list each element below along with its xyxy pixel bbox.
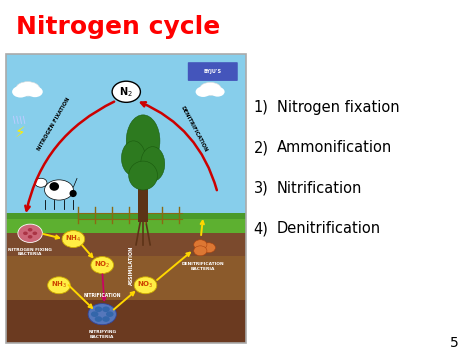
Text: Nitrogen fixation: Nitrogen fixation xyxy=(277,99,400,115)
Circle shape xyxy=(88,304,117,325)
Ellipse shape xyxy=(210,87,225,97)
Text: 5: 5 xyxy=(450,336,458,350)
Circle shape xyxy=(134,277,157,294)
Ellipse shape xyxy=(45,180,73,200)
Ellipse shape xyxy=(126,115,160,167)
Bar xyxy=(6,54,246,343)
FancyArrowPatch shape xyxy=(25,102,114,211)
Circle shape xyxy=(194,246,207,256)
Text: DENITRIFICATION
BACTERIA: DENITRIFICATION BACTERIA xyxy=(182,262,225,271)
Circle shape xyxy=(62,231,85,247)
Bar xyxy=(138,175,148,222)
Ellipse shape xyxy=(70,190,77,197)
Bar xyxy=(6,219,246,233)
Circle shape xyxy=(102,316,110,322)
Ellipse shape xyxy=(27,86,43,97)
FancyArrowPatch shape xyxy=(69,285,92,308)
Text: N$_2$: N$_2$ xyxy=(119,85,133,99)
Ellipse shape xyxy=(49,182,59,191)
Text: Nitrification: Nitrification xyxy=(277,181,363,196)
FancyArrowPatch shape xyxy=(157,253,190,280)
Circle shape xyxy=(23,231,28,235)
Bar xyxy=(6,219,246,256)
Text: NITRIFICATION: NITRIFICATION xyxy=(83,293,121,298)
Text: NITROGEN FIXING
BACTERIA: NITROGEN FIXING BACTERIA xyxy=(8,248,52,256)
Text: 4): 4) xyxy=(254,221,268,236)
Text: NH$_3$: NH$_3$ xyxy=(51,280,67,290)
Circle shape xyxy=(112,81,140,102)
FancyArrowPatch shape xyxy=(201,221,204,235)
Text: NO$_3$: NO$_3$ xyxy=(137,280,154,290)
Text: Denitrification: Denitrification xyxy=(277,221,381,236)
Text: 2): 2) xyxy=(254,140,268,155)
Text: NITROGEN FIXATION: NITROGEN FIXATION xyxy=(37,96,72,151)
Bar xyxy=(6,256,246,300)
Bar xyxy=(6,213,246,225)
Circle shape xyxy=(91,257,114,273)
Text: Nitrogen cycle: Nitrogen cycle xyxy=(16,16,220,39)
Circle shape xyxy=(202,243,215,253)
Circle shape xyxy=(194,240,207,250)
Ellipse shape xyxy=(12,86,29,98)
FancyArrowPatch shape xyxy=(102,274,106,300)
Text: NITRIFYING
BACTERIA: NITRIFYING BACTERIA xyxy=(88,330,116,339)
Circle shape xyxy=(18,224,42,242)
Circle shape xyxy=(28,235,33,239)
Text: BYJU'S: BYJU'S xyxy=(204,69,222,74)
FancyArrowPatch shape xyxy=(141,102,217,190)
Circle shape xyxy=(35,178,47,187)
Circle shape xyxy=(95,306,102,312)
Text: Ammonification: Ammonification xyxy=(277,140,392,155)
Ellipse shape xyxy=(128,161,157,190)
Text: NH$_4$: NH$_4$ xyxy=(65,234,82,244)
Ellipse shape xyxy=(196,87,211,97)
Bar xyxy=(6,300,246,343)
FancyArrowPatch shape xyxy=(82,245,92,257)
Ellipse shape xyxy=(141,147,164,181)
Text: DENITRIFICATION: DENITRIFICATION xyxy=(179,105,208,153)
Text: 1): 1) xyxy=(254,99,268,115)
Ellipse shape xyxy=(16,82,40,96)
Circle shape xyxy=(91,311,99,317)
Circle shape xyxy=(28,228,33,231)
Circle shape xyxy=(95,316,102,322)
Ellipse shape xyxy=(121,141,146,175)
FancyArrowPatch shape xyxy=(114,292,134,310)
Circle shape xyxy=(106,311,114,317)
Circle shape xyxy=(48,277,70,294)
Text: NO$_2$: NO$_2$ xyxy=(94,260,110,270)
Text: 3): 3) xyxy=(254,181,268,196)
Text: ⚡: ⚡ xyxy=(15,125,26,140)
Bar xyxy=(6,54,246,222)
Ellipse shape xyxy=(200,82,221,95)
Circle shape xyxy=(33,231,37,235)
Text: ASSIMILATION: ASSIMILATION xyxy=(128,245,134,285)
FancyBboxPatch shape xyxy=(188,62,238,81)
Circle shape xyxy=(102,306,110,312)
FancyArrowPatch shape xyxy=(43,234,59,239)
